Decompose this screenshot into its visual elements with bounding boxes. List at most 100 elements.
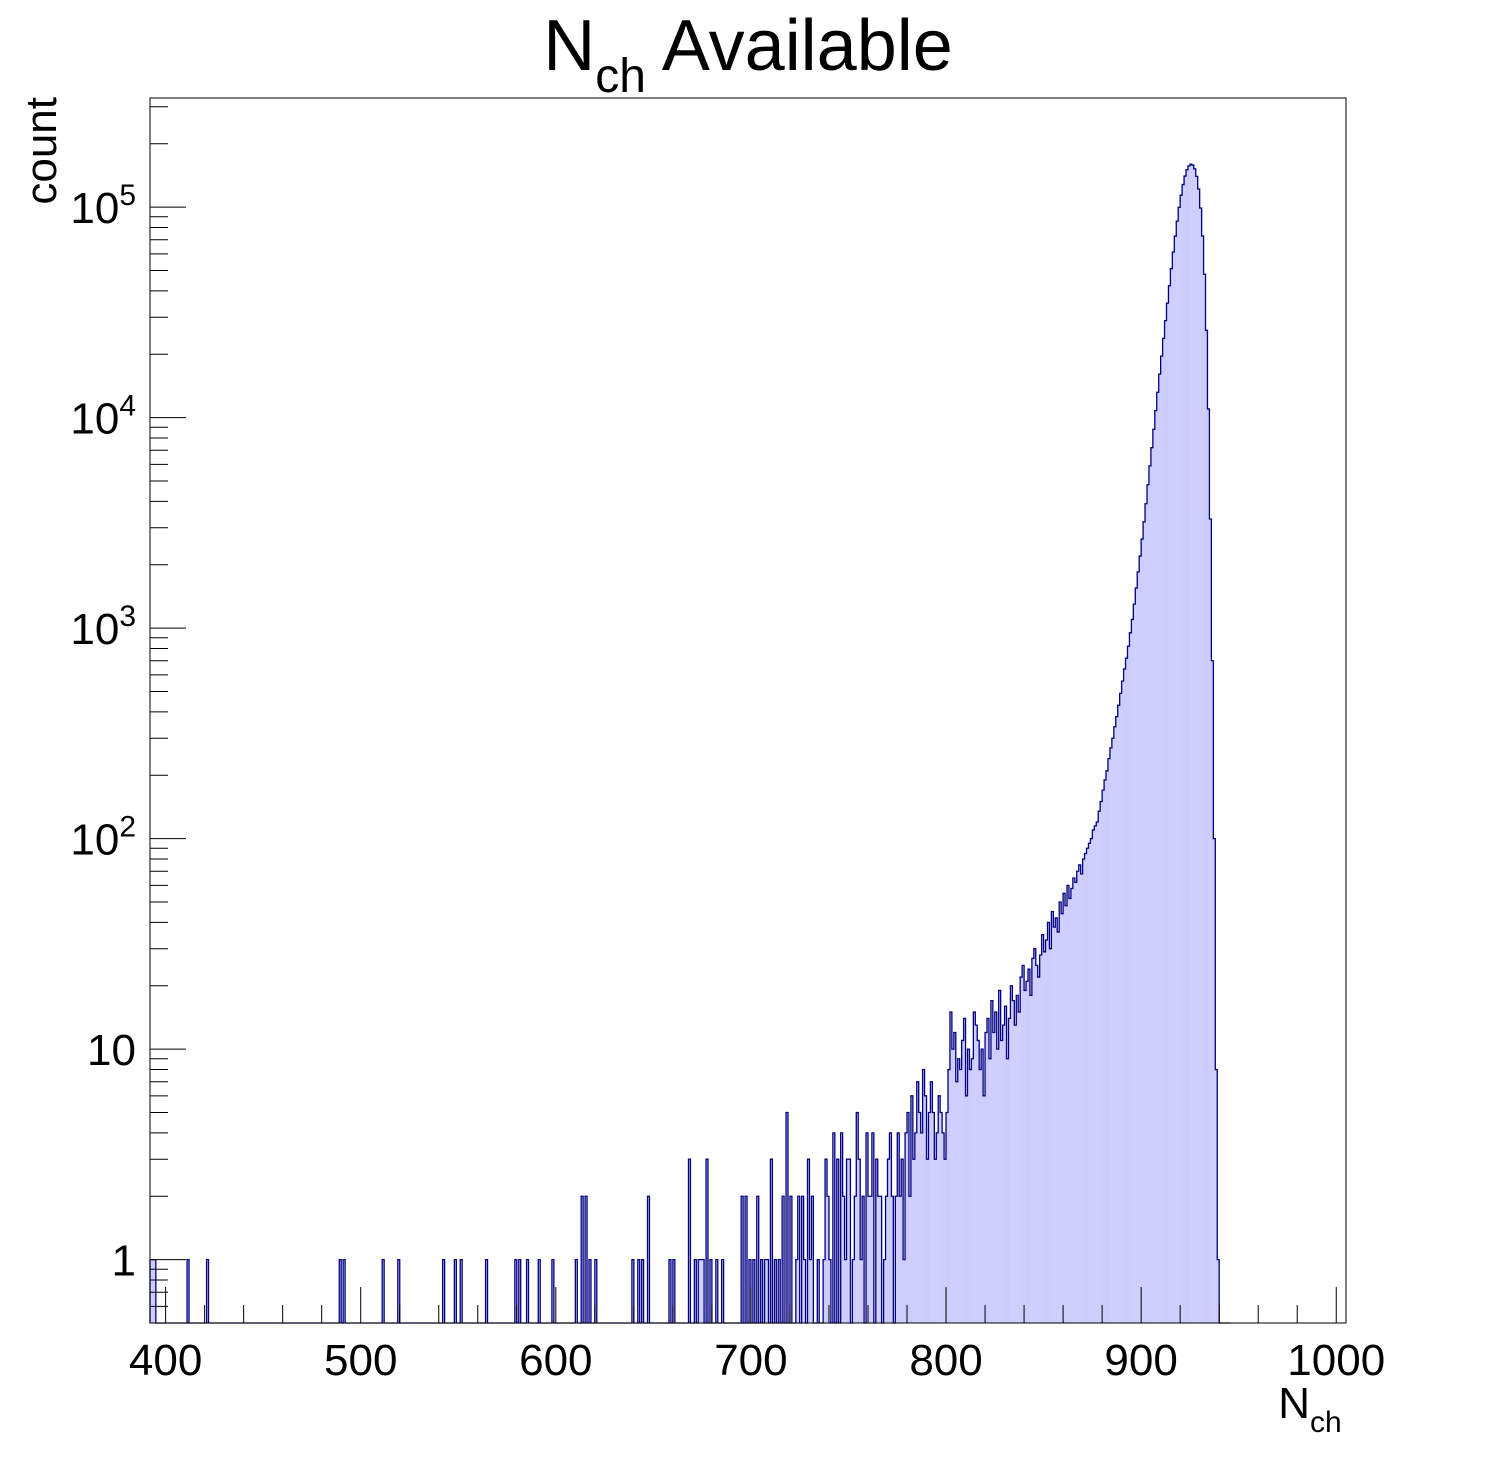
histogram-bin [1203, 274, 1206, 1323]
histogram-bin [1020, 977, 1023, 1323]
histogram-bin [153, 1259, 156, 1323]
histogram-bin [1133, 604, 1136, 1323]
histogram-bin [807, 1159, 810, 1323]
histogram-bin [867, 1196, 870, 1323]
histogram-bin [1010, 985, 1013, 1323]
histogram-bin [797, 1196, 800, 1323]
histogram-bin [702, 1259, 705, 1323]
histogram-bin [637, 1259, 640, 1323]
histogram-bin [1055, 917, 1058, 1323]
histogram-bin [1143, 521, 1146, 1323]
histogram-bin [1059, 902, 1062, 1323]
histogram-bin [926, 1159, 929, 1323]
histogram-bin [1187, 165, 1190, 1323]
histogram-bin [910, 1095, 913, 1323]
histogram-bin [1107, 758, 1110, 1323]
histogram-bin [1070, 888, 1073, 1323]
histogram-bin [1129, 632, 1132, 1323]
histogram-bin [1119, 693, 1122, 1323]
histogram-bin [1117, 705, 1120, 1323]
histogram-bin [1012, 1000, 1015, 1323]
histogram-bin [1004, 1006, 1007, 1323]
y-tick-label: 102 [70, 811, 136, 865]
histogram-bin [1024, 990, 1027, 1323]
histogram-bin [801, 1196, 804, 1323]
histogram-bin [973, 1012, 976, 1323]
histogram-bin [514, 1259, 517, 1323]
histogram-bin [1084, 853, 1087, 1323]
histogram-bin [748, 1259, 751, 1323]
histogram-bin [187, 1259, 190, 1323]
histogram-bin [889, 1132, 892, 1323]
histogram-bin [901, 1159, 904, 1323]
histogram-bin [1096, 821, 1099, 1323]
histogram-bin [1162, 338, 1165, 1323]
histogram-bin [1125, 658, 1128, 1323]
histogram-bin [932, 1112, 935, 1323]
histogram-bin [1217, 1259, 1220, 1323]
histogram-bin [947, 1069, 950, 1323]
histogram-bin [1186, 169, 1188, 1323]
histogram-bin [1106, 770, 1108, 1323]
histogram-bin [963, 1018, 966, 1323]
histogram-bin [688, 1159, 691, 1323]
y-axis-label: count [17, 97, 66, 205]
histogram-bin [988, 1058, 991, 1323]
histogram-bin [928, 1112, 931, 1323]
histogram-bin [764, 1259, 767, 1323]
histogram-bin [930, 1081, 933, 1323]
histogram-bin [1184, 176, 1187, 1323]
histogram-bin [1201, 235, 1204, 1323]
histogram-bin [1051, 911, 1054, 1323]
histogram-bin [700, 1259, 703, 1323]
histogram-bin [672, 1259, 675, 1323]
histogram-bin [1094, 825, 1097, 1323]
histogram-bin [942, 1132, 945, 1323]
histogram-bin [953, 1032, 956, 1323]
histogram-bin [1082, 859, 1085, 1323]
histogram-bin [150, 1259, 152, 1323]
histogram-bin [1174, 236, 1177, 1323]
histogram-bin [1026, 981, 1028, 1323]
histogram-bin [854, 1196, 857, 1323]
histogram-bin [1090, 838, 1093, 1323]
histogram-bin [1189, 164, 1192, 1324]
histogram-bin [887, 1159, 890, 1323]
histogram-bin [817, 1259, 820, 1323]
histogram-bin [782, 1196, 785, 1323]
histogram-bin [581, 1196, 584, 1323]
histogram-bin [862, 1196, 865, 1323]
histogram-bin [1057, 932, 1060, 1323]
histogram-bin [875, 1159, 878, 1323]
histogram-bin [1047, 922, 1050, 1323]
histogram-bin [594, 1259, 597, 1323]
histogram-bin [998, 990, 1001, 1323]
histogram-bin [877, 1196, 880, 1323]
histogram-bin [1172, 252, 1175, 1323]
y-tick-label: 1 [112, 1237, 136, 1286]
histogram-bin [871, 1132, 874, 1323]
x-tick-label: 700 [714, 1336, 787, 1385]
histogram-bin [994, 1012, 997, 1323]
histogram-bin [940, 1112, 943, 1323]
histogram-bin [957, 1058, 960, 1323]
histogram-bin [1088, 843, 1091, 1323]
histogram-bin [1205, 330, 1208, 1323]
histogram-bin [442, 1259, 445, 1323]
histogram-bin [946, 1112, 948, 1323]
histogram-bin [922, 1069, 925, 1323]
histogram-bin [1078, 864, 1081, 1323]
histogram-bin [846, 1159, 849, 1323]
histogram-bin [992, 1032, 995, 1323]
histogram-bin [1166, 303, 1169, 1323]
x-tick-label: 400 [129, 1336, 202, 1385]
y-tick-label: 104 [70, 390, 136, 444]
histogram-bin [1211, 660, 1214, 1323]
chart-title-main: N [543, 6, 595, 86]
chart-title: Nch Available [543, 6, 953, 103]
histogram-bin [518, 1259, 521, 1323]
histogram-bin [1006, 1058, 1009, 1323]
histogram-bin [1065, 905, 1067, 1323]
histogram-bin [981, 1049, 984, 1323]
histogram-bin [944, 1159, 947, 1323]
